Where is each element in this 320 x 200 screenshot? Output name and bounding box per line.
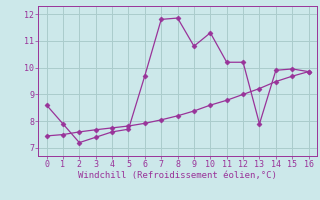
X-axis label: Windchill (Refroidissement éolien,°C): Windchill (Refroidissement éolien,°C) xyxy=(78,171,277,180)
